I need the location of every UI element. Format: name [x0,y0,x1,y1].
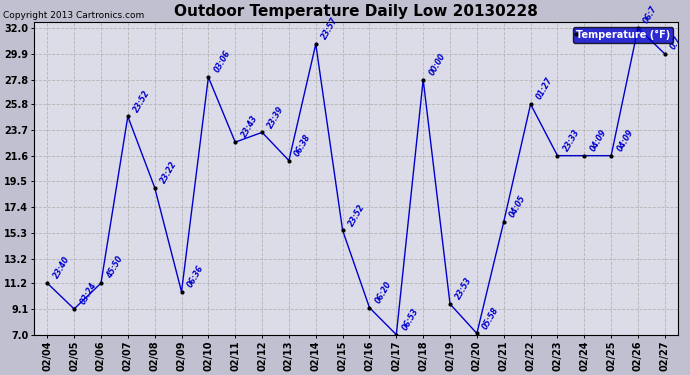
Text: 05:58: 05:58 [481,305,501,331]
Text: 23:22: 23:22 [159,159,179,185]
Text: 23:52: 23:52 [132,88,152,114]
Text: 23:52: 23:52 [347,202,366,228]
Text: 06:7: 06:7 [642,4,660,26]
Text: 04:05: 04:05 [508,194,528,219]
Text: 45:50: 45:50 [105,255,125,280]
Text: 23:39: 23:39 [266,104,286,130]
Text: 06:36: 06:36 [186,264,206,289]
Text: 06:38: 06:38 [293,132,313,158]
Text: 23:57: 23:57 [320,16,339,41]
Text: 03:24: 03:24 [78,281,98,306]
Text: 01:27: 01:27 [535,76,555,101]
Text: Copyright 2013 Cartronics.com: Copyright 2013 Cartronics.com [3,11,145,20]
Text: 04:09: 04:09 [615,128,635,153]
Text: 00:00: 00:00 [427,52,447,77]
Text: 04:09: 04:09 [589,128,609,153]
Text: 03:06: 03:06 [213,49,233,74]
Text: 23:43: 23:43 [239,114,259,140]
Text: 06:20: 06:20 [374,280,393,305]
Text: 23:33: 23:33 [562,128,582,153]
Text: 23:40: 23:40 [52,255,71,280]
Text: 0:7: 0:7 [669,35,684,51]
Title: Outdoor Temperature Daily Low 20130228: Outdoor Temperature Daily Low 20130228 [174,4,538,20]
Text: 06:53: 06:53 [400,307,420,332]
Legend: Temperature (°F): Temperature (°F) [573,27,673,43]
Text: 23:53: 23:53 [454,276,474,301]
